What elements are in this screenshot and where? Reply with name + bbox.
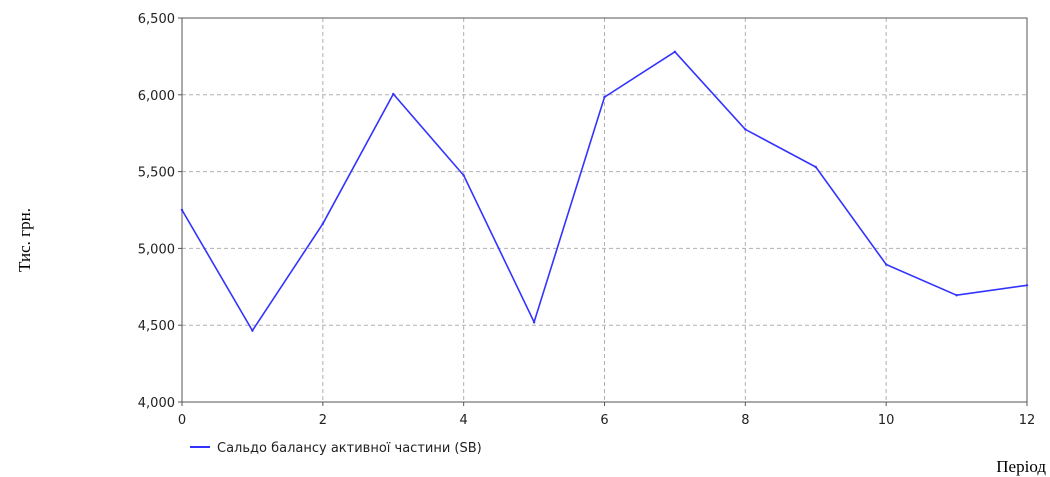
x-tick-label: 2	[319, 413, 327, 428]
y-axis-title: Тис. грн.	[15, 208, 34, 272]
data-point	[603, 95, 606, 99]
legend: Сальдо балансу активної частини (SB)	[190, 441, 482, 456]
data-point	[744, 128, 747, 131]
data-point	[532, 320, 536, 324]
data-point	[673, 50, 677, 53]
data-point	[321, 222, 325, 226]
x-tick-label: 10	[878, 413, 895, 428]
data-point	[251, 329, 254, 332]
y-tick-label: 5,000	[138, 242, 175, 257]
x-tick-label: 0	[178, 413, 186, 428]
data-point	[462, 174, 465, 177]
y-tick-label: 4,500	[138, 319, 175, 334]
y-tick-label: 4,000	[138, 396, 175, 411]
data-point	[814, 165, 817, 169]
x-tick-label: 4	[460, 413, 468, 428]
series-layer	[180, 50, 1029, 333]
x-axis-title: Період	[996, 457, 1046, 476]
data-point	[392, 92, 395, 96]
x-tick-label: 8	[741, 413, 749, 428]
data-point	[955, 294, 958, 297]
x-tick-label: 12	[1019, 413, 1036, 428]
series-line	[181, 50, 1028, 333]
data-point	[1025, 284, 1029, 287]
y-tick-label: 5,500	[138, 166, 175, 181]
y-tick-label: 6,000	[138, 89, 175, 104]
grid	[182, 18, 1027, 402]
data-point	[180, 208, 184, 212]
x-tick-label: 6	[600, 413, 608, 428]
axis-ticks: 4,000 4,500 5,000 5,500 6,000 6,500 0 2 4 6 8 10 12	[138, 12, 1035, 428]
data-point	[884, 263, 888, 266]
legend-label: Сальдо балансу активної частини (SB)	[217, 441, 482, 456]
y-tick-label: 6,500	[138, 12, 175, 27]
